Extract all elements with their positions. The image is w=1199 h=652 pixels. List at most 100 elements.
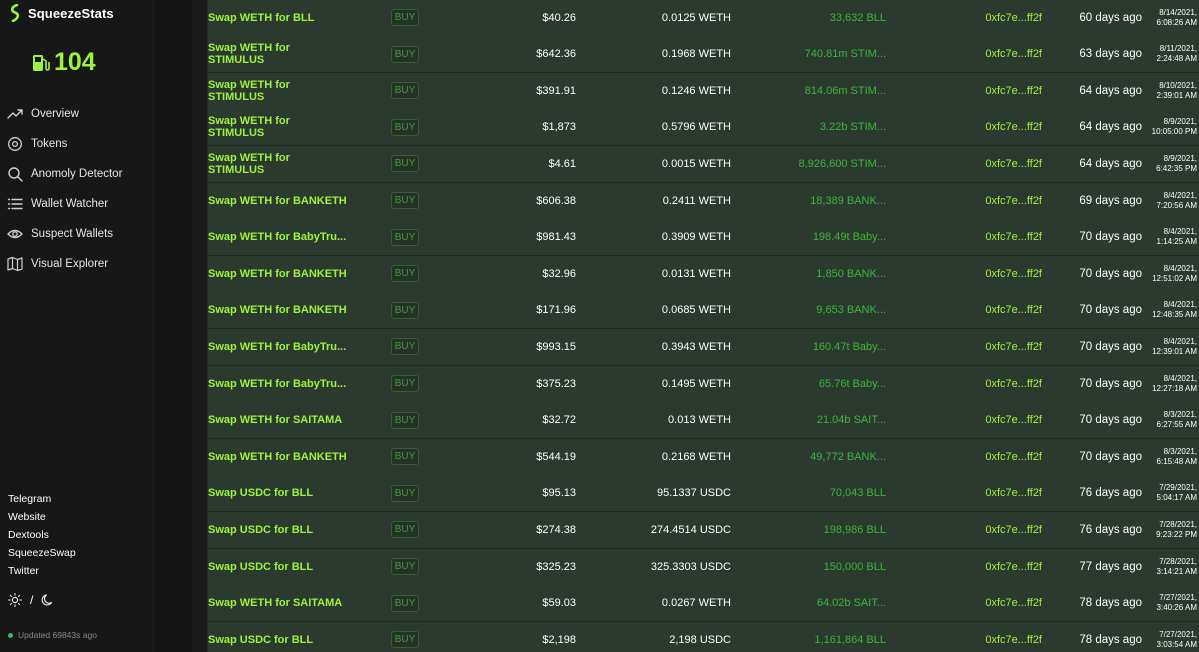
tx-time: 12:48:35 AM [1152, 310, 1197, 320]
tx-timestamp: 8/14/2021, 6:08:26 AM [1143, 0, 1197, 36]
table-row[interactable]: Swap WETH for BANKETH BUY $544.19 0.2168 WE… [208, 438, 1199, 476]
tx-wallet-link[interactable]: 0xfc7e...ff2f [985, 194, 1042, 207]
table-row[interactable]: Swap WETH for BabyTru... BUY $981.43 0.3909… [208, 219, 1199, 257]
tx-wallet-link[interactable]: 0xfc7e...ff2f [985, 377, 1042, 390]
tx-wallet-link[interactable]: 0xfc7e...ff2f [985, 84, 1042, 97]
tx-description[interactable]: Swap WETH for BANKETH [208, 450, 347, 463]
tx-time: 12:39:01 AM [1152, 346, 1197, 356]
nav-item-visual-explorer[interactable]: Visual Explorer [0, 249, 154, 279]
tx-timestamp: 8/3/2021, 6:27:55 AM [1143, 402, 1197, 438]
table-row[interactable]: Swap WETH for STIMULUS BUY $391.91 0.1246 W… [208, 72, 1199, 110]
nav-item-tokens[interactable]: Tokens [0, 129, 154, 159]
tx-description[interactable]: Swap WETH for BLL [208, 11, 315, 24]
link-website[interactable]: Website [8, 511, 46, 523]
tx-usd-value: $274.38 [536, 523, 576, 536]
tx-token-amount: 65.76t Baby... [818, 377, 886, 390]
tx-description[interactable]: Swap WETH for BANKETH [208, 194, 347, 207]
tx-wallet-link[interactable]: 0xfc7e...ff2f [985, 48, 1042, 61]
theme-toggle: / [8, 593, 55, 607]
brand[interactable]: SqueezeStats [8, 3, 114, 23]
theme-separator: / [30, 593, 34, 607]
tx-usd-value: $642.36 [536, 48, 576, 61]
tx-wallet-link[interactable]: 0xfc7e...ff2f [985, 560, 1042, 573]
tx-wallet-link[interactable]: 0xfc7e...ff2f [985, 597, 1042, 610]
table-row[interactable]: Swap USDC for BLL BUY $274.38 274.4514 USDC… [208, 511, 1199, 549]
table-row[interactable]: Swap USDC for BLL BUY $95.13 95.1337 USDC 70… [208, 475, 1199, 513]
tx-usd-value: $32.96 [542, 267, 576, 280]
status-dot-icon [8, 632, 13, 638]
map-icon [7, 256, 23, 272]
table-row[interactable]: Swap WETH for BabyTru... BUY $993.15 0.3943… [208, 328, 1199, 366]
tx-description[interactable]: Swap WETH for SAITAMA [208, 414, 343, 427]
link-twitter[interactable]: Twitter [8, 565, 39, 577]
tx-wallet-link[interactable]: 0xfc7e...ff2f [985, 231, 1042, 244]
tx-wallet-link[interactable]: 0xfc7e...ff2f [985, 487, 1042, 500]
table-row[interactable]: Swap WETH for BANKETH BUY $171.96 0.0685 WE… [208, 292, 1199, 330]
tx-wallet-link[interactable]: 0xfc7e...ff2f [985, 340, 1042, 353]
tx-wallet-link[interactable]: 0xfc7e...ff2f [985, 414, 1042, 427]
table-row[interactable]: Swap WETH for BabyTru... BUY $375.23 0.1495… [208, 365, 1199, 403]
link-squeezeswap[interactable]: SqueezeSwap [8, 547, 76, 559]
link-telegram[interactable]: Telegram [8, 493, 52, 505]
tx-description[interactable]: Swap USDC for BLL [208, 560, 314, 573]
table-row[interactable]: Swap USDC for BLL BUY $325.23 325.3303 USDC… [208, 548, 1199, 586]
tx-wallet-link[interactable]: 0xfc7e...ff2f [985, 121, 1042, 134]
nav-item-label: Tokens [31, 138, 68, 150]
tx-wallet-link[interactable]: 0xfc7e...ff2f [985, 450, 1042, 463]
tx-time: 2:24:48 AM [1156, 54, 1197, 64]
tx-age: 70 days ago [1079, 377, 1142, 390]
tx-token-amount: 33,632 BLL [829, 11, 886, 24]
table-row[interactable]: Swap WETH for BLL BUY $40.26 0.0125 WETH 33,… [208, 0, 1199, 37]
tx-type-cell: BUY [389, 439, 421, 475]
tx-token-amount: 3.22b STIM... [819, 121, 886, 134]
tx-description[interactable]: Swap WETH for STIMULUS [208, 42, 290, 67]
nav-item-overview[interactable]: Overview [0, 99, 154, 129]
table-row[interactable]: Swap WETH for STIMULUS BUY $4.61 0.0015 WET… [208, 145, 1199, 183]
tx-wallet-link[interactable]: 0xfc7e...ff2f [985, 11, 1042, 24]
tx-wallet-link[interactable]: 0xfc7e...ff2f [985, 523, 1042, 536]
tx-description[interactable]: Swap WETH for BabyTru... [208, 231, 347, 244]
tx-description[interactable]: Swap USDC for BLL [208, 523, 314, 536]
tx-wallet-link[interactable]: 0xfc7e...ff2f [985, 304, 1042, 317]
tx-description[interactable]: Swap WETH for BANKETH [208, 304, 347, 317]
nav-item-suspect-wallets[interactable]: Suspect Wallets [0, 219, 154, 249]
tx-description[interactable]: Swap WETH for SAITAMA [208, 597, 343, 610]
table-row[interactable]: Swap WETH for BANKETH BUY $606.38 0.2411 WE… [208, 182, 1199, 220]
tx-amount: 0.0015 WETH [661, 157, 731, 170]
tx-wallet-link[interactable]: 0xfc7e...ff2f [985, 267, 1042, 280]
table-row[interactable]: Swap WETH for STIMULUS BUY $642.36 0.1968 W… [208, 36, 1199, 74]
tx-description[interactable]: Swap WETH for BabyTru... [208, 340, 347, 353]
tx-description[interactable]: Swap WETH for BabyTru... [208, 377, 347, 390]
table-row[interactable]: Swap WETH for SAITAMA BUY $32.72 0.013 WETH… [208, 402, 1199, 440]
moon-icon[interactable] [41, 593, 55, 607]
nav-item-anomoly-detector[interactable]: Anomoly Detector [0, 159, 154, 189]
tx-wallet-link[interactable]: 0xfc7e...ff2f [985, 633, 1042, 646]
tx-age: 70 days ago [1079, 340, 1142, 353]
tx-description[interactable]: Swap WETH for STIMULUS [208, 151, 290, 176]
tx-description[interactable]: Swap WETH for STIMULUS [208, 115, 290, 140]
sun-icon[interactable] [8, 593, 22, 607]
table-row[interactable]: Swap WETH for STIMULUS BUY $1,873 0.5796 WE… [208, 109, 1199, 147]
tx-type-cell: BUY [389, 146, 421, 182]
table-row[interactable]: Swap WETH for SAITAMA BUY $59.03 0.0267 WET… [208, 585, 1199, 623]
tx-wallet-link[interactable]: 0xfc7e...ff2f [985, 157, 1042, 170]
tx-date: 8/9/2021, [1163, 153, 1197, 163]
tx-timestamp: 8/9/2021, 6:42:35 PM [1143, 146, 1197, 182]
nav-item-wallet-watcher[interactable]: Wallet Watcher [0, 189, 154, 219]
tx-time: 3:40:26 AM [1156, 603, 1197, 613]
tx-token-amount: 64.02b SAIT... [816, 597, 886, 610]
tx-date: 8/4/2021, [1163, 373, 1197, 383]
tx-timestamp: 7/28/2021, 9:23:22 PM [1143, 512, 1197, 548]
table-row[interactable]: Swap WETH for BANKETH BUY $32.96 0.0131 WET… [208, 255, 1199, 293]
link-dextools[interactable]: Dextools [8, 529, 49, 541]
tx-age: 78 days ago [1079, 633, 1142, 646]
tx-description[interactable]: Swap WETH for STIMULUS [208, 78, 290, 103]
tx-description[interactable]: Swap USDC for BLL [208, 487, 314, 500]
tx-description[interactable]: Swap WETH for BANKETH [208, 267, 347, 280]
tx-token-amount: 150,000 BLL [823, 560, 886, 573]
tx-amount: 0.1246 WETH [661, 84, 731, 97]
tx-type-cell: BUY [389, 329, 421, 365]
updated-text: Updated 69843s ago [18, 630, 97, 640]
tx-description[interactable]: Swap USDC for BLL [208, 633, 314, 646]
table-row[interactable]: Swap USDC for BLL BUY $2,198 2,198 USDC 1,16… [208, 621, 1199, 652]
